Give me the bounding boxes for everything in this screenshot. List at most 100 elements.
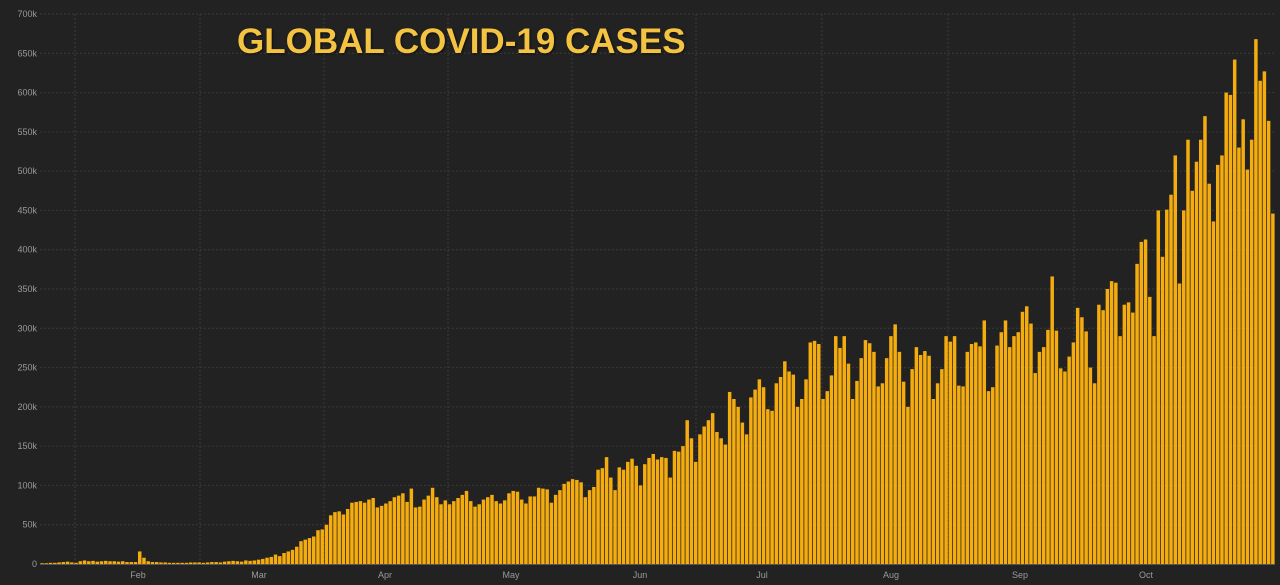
x-tick-label: Jul [756, 570, 768, 580]
bar [982, 320, 987, 564]
bar [460, 494, 465, 564]
bar [791, 374, 796, 564]
bar [604, 457, 609, 564]
bar [452, 501, 456, 564]
bar [40, 563, 44, 564]
bar [940, 369, 944, 564]
bar [727, 391, 732, 564]
bar [999, 332, 1003, 564]
bar [702, 426, 706, 564]
bar [447, 504, 452, 564]
bar [515, 491, 520, 564]
bar [1033, 373, 1037, 564]
bar [978, 346, 982, 564]
bar [142, 557, 146, 564]
y-tick-label: 650k [17, 48, 37, 58]
bar [1198, 139, 1203, 564]
bar [1254, 39, 1258, 564]
bar [422, 499, 426, 564]
bar [876, 386, 880, 564]
bar [150, 562, 155, 564]
bar [477, 504, 481, 564]
bar [783, 361, 787, 564]
bar [681, 446, 685, 564]
y-tick-label: 350k [17, 284, 37, 294]
bar [481, 499, 486, 564]
bar [435, 497, 439, 564]
bar [1058, 368, 1063, 564]
bar [685, 420, 689, 564]
bar [549, 502, 554, 564]
bar [354, 501, 358, 564]
bar [290, 549, 295, 564]
bar [889, 336, 893, 564]
bar [787, 371, 791, 564]
bar [961, 386, 965, 564]
bar [379, 505, 384, 564]
bar [469, 501, 473, 564]
bar [914, 347, 919, 564]
bar [1220, 155, 1224, 564]
bar [706, 420, 711, 564]
bar [1041, 347, 1046, 564]
bar [261, 558, 265, 564]
bar [732, 399, 736, 564]
bar [778, 377, 783, 564]
bar [163, 562, 167, 564]
grid-lines [40, 13, 1275, 565]
bar [91, 560, 95, 564]
bar [808, 342, 813, 564]
bar [299, 541, 303, 564]
bar [626, 461, 630, 564]
bar [511, 490, 515, 564]
bar [295, 546, 299, 564]
bar [825, 391, 829, 564]
bar [1190, 190, 1194, 565]
bar [592, 487, 596, 564]
bar [1207, 183, 1211, 564]
y-tick-label: 150k [17, 441, 37, 451]
bar [532, 496, 537, 564]
bar [957, 385, 961, 564]
bar [774, 383, 779, 564]
bar [61, 562, 66, 564]
bar [761, 387, 766, 564]
bar [1008, 347, 1012, 564]
bar [1237, 147, 1241, 564]
bar [643, 464, 647, 564]
bar [795, 406, 800, 564]
bar [1126, 302, 1131, 564]
bar [1084, 331, 1088, 564]
bar [757, 379, 762, 564]
bar [668, 477, 672, 564]
bar [804, 379, 808, 564]
bar [1224, 92, 1228, 564]
y-tick-label: 200k [17, 402, 37, 412]
bar [498, 503, 503, 564]
bar [1109, 281, 1114, 564]
bar [965, 351, 970, 564]
bar [855, 380, 859, 564]
bar [1012, 336, 1016, 564]
bar [689, 438, 694, 564]
bar [541, 488, 545, 564]
bar [1194, 161, 1199, 564]
bar [1088, 367, 1093, 564]
bar [1228, 94, 1233, 565]
bar [44, 563, 49, 564]
bar [800, 399, 804, 564]
bar [1020, 311, 1025, 564]
bar [634, 465, 639, 564]
bar [303, 539, 307, 564]
y-tick-label: 550k [17, 127, 37, 137]
bar [214, 562, 218, 564]
y-tick-label: 50k [22, 520, 37, 530]
bar [519, 499, 524, 564]
bar [850, 399, 855, 564]
bar [1173, 155, 1178, 564]
bar [672, 450, 677, 564]
bar [413, 507, 418, 564]
bar [740, 422, 745, 564]
bar [570, 479, 575, 564]
